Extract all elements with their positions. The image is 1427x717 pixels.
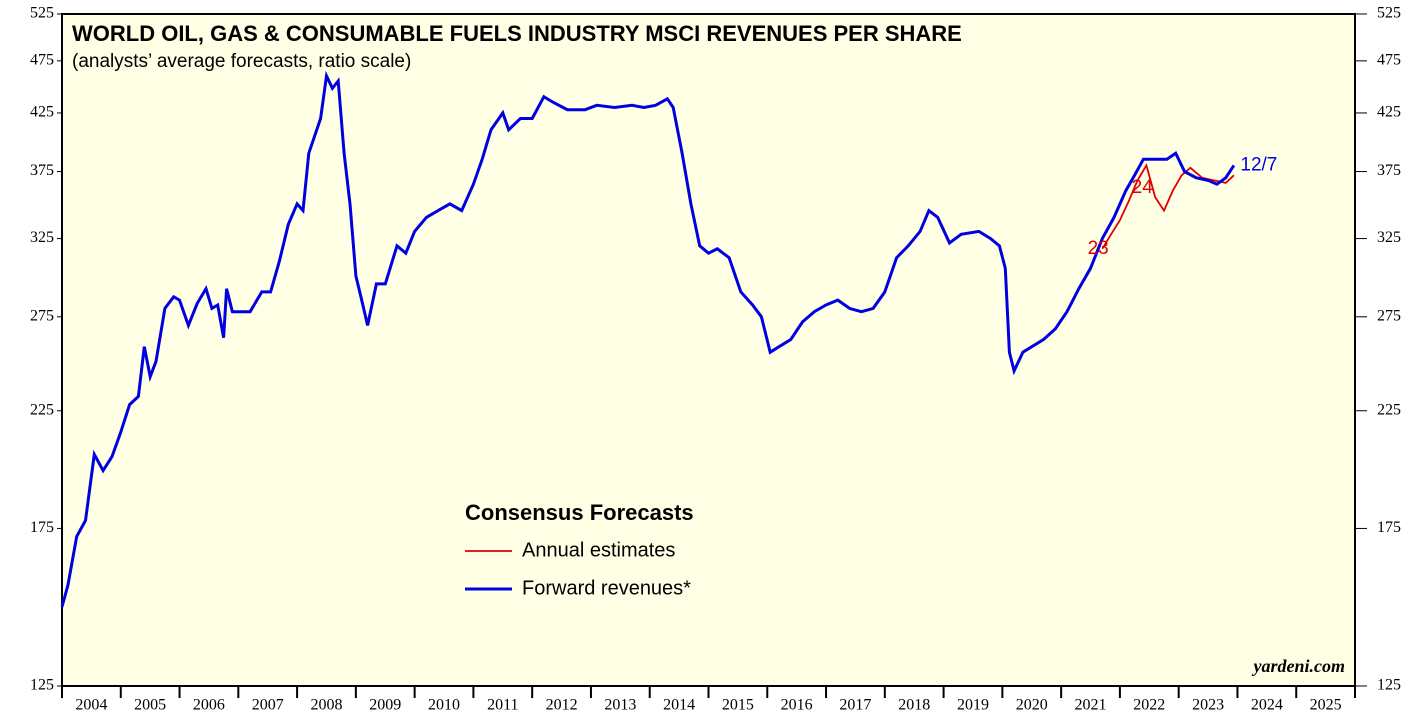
- annotation: 23: [1088, 238, 1109, 259]
- y2-tick-label: 275: [1377, 307, 1401, 324]
- x-tick-label: 2007: [252, 697, 284, 714]
- legend-label: Annual estimates: [522, 539, 675, 561]
- y-tick-label: 375: [30, 162, 54, 179]
- annotation: 12/7: [1240, 154, 1277, 175]
- x-tick-label: 2005: [134, 697, 166, 714]
- x-tick-label: 2006: [193, 697, 225, 714]
- x-tick-label: 2011: [487, 697, 518, 714]
- y2-tick-label: 525: [1377, 5, 1401, 22]
- x-tick-label: 2023: [1192, 697, 1224, 714]
- x-tick-label: 2009: [369, 697, 401, 714]
- annotation: 24: [1132, 177, 1154, 198]
- line: [1101, 163, 1235, 250]
- y2-tick-label: 125: [1377, 677, 1401, 694]
- x-tick-label: 2022: [1133, 697, 1165, 714]
- legend-title: Consensus Forecasts: [465, 500, 694, 525]
- x-tick-label: 2017: [839, 697, 871, 714]
- y-tick-label: 175: [30, 519, 54, 536]
- y2-tick-label: 175: [1377, 519, 1401, 536]
- source: yardeni.com: [1252, 656, 1346, 676]
- legend-label: Forward revenues*: [522, 577, 691, 599]
- x-tick-label: 2025: [1310, 697, 1342, 714]
- x-tick-label: 2019: [957, 697, 989, 714]
- y-tick-label: 425: [30, 104, 54, 121]
- y-tick-label: 275: [30, 307, 54, 324]
- y-tick-label: 225: [30, 401, 54, 418]
- x-tick-label: 2012: [546, 697, 578, 714]
- x-tick-label: 2020: [1016, 697, 1048, 714]
- x-tick-label: 2024: [1251, 697, 1283, 714]
- y-tick-label: 325: [30, 229, 54, 246]
- x-tick-label: 2015: [722, 697, 754, 714]
- y-tick-label: 125: [30, 677, 54, 694]
- x-tick-label: 2014: [663, 697, 695, 714]
- x-tick-label: 2021: [1075, 697, 1107, 714]
- chart-title: WORLD OIL, GAS & CONSUMABLE FUELS INDUST…: [72, 21, 962, 46]
- y2-tick-label: 225: [1377, 401, 1401, 418]
- line: [60, 70, 1236, 608]
- x-tick-label: 2018: [898, 697, 930, 714]
- plot-area: [61, 13, 1356, 687]
- x-tick-label: 2010: [428, 697, 460, 714]
- chart-subtitle: (analysts’ average forecasts, ratio scal…: [72, 51, 411, 72]
- x-tick-label: 2008: [310, 697, 342, 714]
- y-tick-label: 525: [30, 5, 54, 22]
- x-tick-label: 2016: [781, 697, 813, 714]
- y2-tick-label: 475: [1377, 52, 1401, 69]
- x-tick-label: 2013: [604, 697, 636, 714]
- y2-tick-label: 375: [1377, 162, 1401, 179]
- y2-tick-label: 325: [1377, 229, 1401, 246]
- y2-tick-label: 425: [1377, 104, 1401, 121]
- y-tick-label: 475: [30, 52, 54, 69]
- x-tick-label: 2004: [75, 697, 107, 714]
